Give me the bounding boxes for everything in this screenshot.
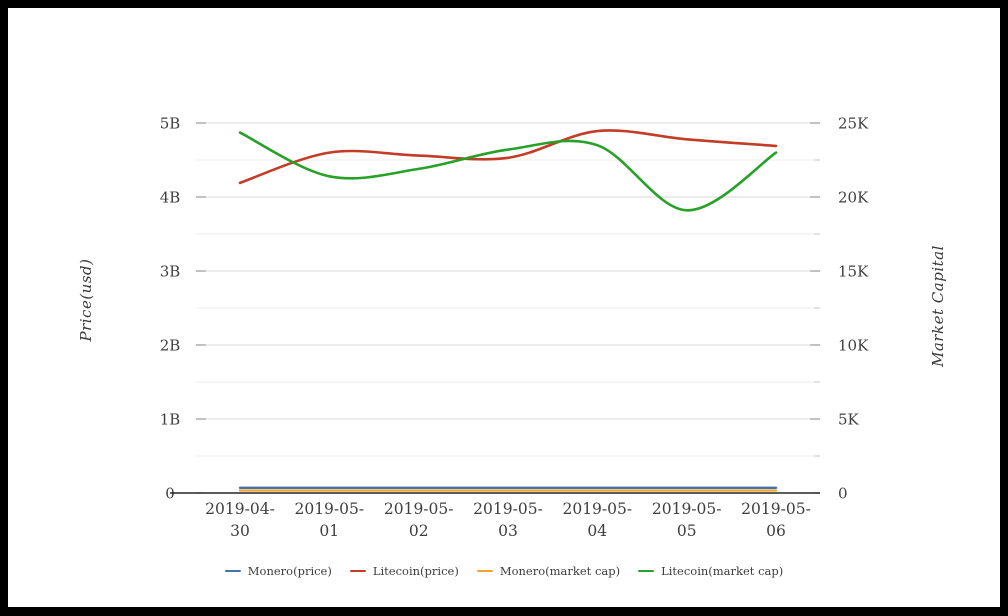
legend-label: Monero(market cap) — [499, 564, 621, 578]
x-axis-tick-label: 2019-05-01 — [294, 500, 364, 540]
y-axis-tick-label-left: 4B — [160, 189, 181, 207]
frame-border-left — [0, 0, 8, 616]
legend-label: Monero(price) — [247, 564, 332, 578]
x-axis-tick-label: 2019-05-05 — [652, 500, 722, 540]
y-axis-tick-label-right: 25K — [838, 115, 869, 133]
legend-swatch-icon — [476, 569, 493, 573]
y-axis-tick-label-right: 10K — [838, 337, 869, 355]
y-axis-tick-label-right: 0 — [838, 485, 848, 503]
legend-swatch-icon — [638, 569, 655, 573]
series-line-litecoin-price — [238, 129, 778, 185]
legend-label: Litecoin(price) — [372, 564, 459, 578]
y-axis-tick-label-left: 2B — [160, 337, 181, 355]
x-axis-tick-label: 2019-05-04 — [562, 500, 632, 540]
legend-swatch-icon — [224, 569, 241, 573]
y-axis-tick-label-right: 20K — [838, 189, 869, 207]
x-axis-tick-label: 2019-05-06 — [741, 500, 811, 540]
chart-legend: Monero(price) Litecoin(price) Monero(marke… — [0, 564, 1008, 578]
x-axis-tick-label: 2019-05-03 — [473, 500, 543, 540]
y-axis-tick-label-left: 5B — [160, 115, 181, 133]
legend-item-litecoin-market-cap[interactable]: Litecoin(market cap) — [638, 564, 783, 578]
y-axis-tick-label-left: 3B — [160, 263, 181, 281]
x-axis-tick-label: 2019-04-30 — [205, 500, 275, 540]
y-axis-tick-label-left: 1B — [160, 411, 181, 429]
series-line-litecoin-market-cap — [238, 131, 778, 212]
frame-border-right — [1000, 0, 1008, 616]
right-axis-title: Market Capital — [929, 245, 947, 367]
legend-label: Litecoin(market cap) — [661, 564, 784, 578]
legend-item-litecoin-price[interactable]: Litecoin(price) — [349, 564, 459, 578]
legend-item-monero-market-cap[interactable]: Monero(market cap) — [476, 564, 621, 578]
legend-item-monero-price[interactable]: Monero(price) — [224, 564, 332, 578]
y-axis-tick-label-right: 5K — [838, 411, 860, 429]
frame-border-top — [0, 0, 1008, 8]
y-axis-tick-label-right: 15K — [838, 263, 869, 281]
frame-border-bottom — [0, 607, 1008, 616]
left-axis-title: Price(usd) — [77, 258, 95, 342]
legend-swatch-icon — [349, 569, 366, 573]
x-axis-tick-label: 2019-05-02 — [384, 500, 454, 540]
